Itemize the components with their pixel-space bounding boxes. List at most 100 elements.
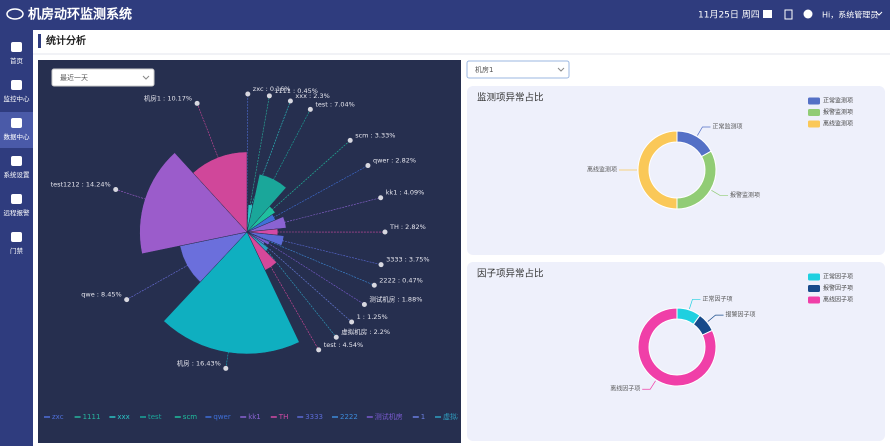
leader-line xyxy=(225,348,230,369)
segment-label: 报警监测项 xyxy=(730,191,760,199)
user-caret[interactable] xyxy=(875,11,883,16)
rose-sector xyxy=(163,231,300,355)
legend-label[interactable]: 1 xyxy=(421,413,425,421)
donut-segment xyxy=(637,130,678,210)
leader-line xyxy=(281,197,381,224)
legend-label[interactable]: 离线监测项 xyxy=(823,120,853,128)
panel-factor xyxy=(467,262,885,441)
label-dot xyxy=(124,297,130,303)
segment-label: 正常因子项 xyxy=(702,295,732,303)
legend-label[interactable]: zxc xyxy=(52,413,64,421)
leader-line xyxy=(268,263,319,351)
user[interactable]: Hi，系统管理员 xyxy=(822,10,878,20)
data-label: qwer : 2.82% xyxy=(373,157,416,165)
nav-icon[interactable] xyxy=(11,118,22,128)
label-line xyxy=(642,380,656,390)
nav-label[interactable]: 远程报警 xyxy=(4,208,31,217)
legend-label[interactable]: 正常因子项 xyxy=(823,273,853,281)
leader-line xyxy=(260,240,352,323)
donut-segment xyxy=(637,307,717,387)
legend-key xyxy=(808,109,820,116)
legend-label[interactable]: 报警因子项 xyxy=(823,284,853,292)
label-line xyxy=(689,299,701,310)
label-dot xyxy=(347,137,353,143)
label-line xyxy=(697,126,711,136)
panel-title: 监测项异常占比 xyxy=(477,92,544,104)
data-label: 虚拟机房 : 2.2% xyxy=(341,327,390,336)
nav-label[interactable]: 监控中心 xyxy=(4,94,31,103)
legend-label[interactable]: 虚拟机房 xyxy=(443,412,471,421)
nav-label[interactable]: 门禁 xyxy=(10,246,24,255)
leader-line xyxy=(247,95,270,222)
nav-label[interactable]: 首页 xyxy=(10,56,24,65)
data-label: 机房1 : 10.17% xyxy=(144,93,192,102)
legend-label[interactable]: 正常监测项 xyxy=(823,97,853,105)
panel-monitor xyxy=(467,86,885,255)
rose-sector xyxy=(192,151,248,233)
label-dot xyxy=(194,100,200,106)
date: 11月25日 周四 xyxy=(698,10,760,21)
label-dot xyxy=(378,262,384,268)
nav-label[interactable]: 数据中心 xyxy=(4,132,31,141)
label-dot xyxy=(307,106,313,112)
data-label: kk1 : 4.09% xyxy=(386,189,425,197)
period-caret[interactable] xyxy=(142,75,150,80)
data-label: TH : 2.82% xyxy=(389,223,426,231)
icon-edit[interactable] xyxy=(784,9,793,20)
legend-label[interactable]: 2222 xyxy=(340,413,358,421)
legend-label[interactable]: 3333 xyxy=(305,413,323,421)
legend-key xyxy=(808,120,820,128)
room-value[interactable]: 机房1 xyxy=(475,65,493,74)
data-label: qwe : 8.45% xyxy=(81,291,121,299)
room-caret[interactable] xyxy=(557,67,565,72)
panel-title: 因子项异常占比 xyxy=(477,268,544,280)
legend-label[interactable]: test xyxy=(148,413,162,421)
legend-label[interactable]: qwer xyxy=(213,413,230,421)
leader-line xyxy=(196,103,220,162)
data-label: 1 : 1.25% xyxy=(357,313,388,321)
nav-icon[interactable] xyxy=(11,156,22,166)
segment-label: 报警因子项 xyxy=(726,311,756,319)
nav-icon[interactable] xyxy=(11,80,22,90)
legend-label[interactable]: 离线因子项 xyxy=(823,296,853,304)
data-label: test : 4.54% xyxy=(324,341,363,349)
label-dot xyxy=(382,229,388,235)
nav-active xyxy=(0,112,33,148)
legend-label[interactable]: 报警监测项 xyxy=(823,108,853,116)
leader-line xyxy=(115,189,149,201)
segment-label: 离线监测项 xyxy=(587,166,617,174)
nav-label[interactable]: 系统设置 xyxy=(4,170,31,179)
nav-icon[interactable] xyxy=(11,194,22,204)
legend-label[interactable]: TH xyxy=(278,413,289,421)
nav-icon[interactable] xyxy=(11,232,22,242)
label-dot xyxy=(349,319,355,325)
legend-label[interactable]: 测试机房 xyxy=(375,412,403,421)
nav-icon[interactable] xyxy=(11,42,22,52)
period-value[interactable]: 最近一天 xyxy=(60,73,88,82)
label-dot xyxy=(266,93,272,99)
period-select[interactable] xyxy=(51,68,155,87)
legend-key xyxy=(808,97,820,105)
leader-line xyxy=(126,263,191,300)
leader-line xyxy=(270,165,369,220)
label-dot xyxy=(371,282,377,288)
label-dot xyxy=(287,98,293,104)
legend-label[interactable]: scm xyxy=(183,413,197,421)
data-label: scm : 3.33% xyxy=(355,131,395,139)
breadcrumb: 统计分析 xyxy=(46,34,86,47)
label-dot xyxy=(365,163,371,169)
icon-screen[interactable] xyxy=(763,10,772,18)
legend-label[interactable]: xxx xyxy=(117,413,129,421)
room-select[interactable] xyxy=(466,60,570,79)
data-label: 3333 : 3.75% xyxy=(386,256,430,264)
legend-label[interactable]: kk1 xyxy=(248,413,261,421)
label-line xyxy=(707,314,724,322)
data-label: xxx : 2.3% xyxy=(295,92,329,100)
segment-label: 正常监测项 xyxy=(712,122,742,130)
leader-line xyxy=(271,109,311,183)
leader-line xyxy=(257,235,375,286)
legend-label[interactable]: 1111 xyxy=(83,413,101,421)
icon-help[interactable] xyxy=(803,9,813,19)
label-dot xyxy=(113,186,119,192)
